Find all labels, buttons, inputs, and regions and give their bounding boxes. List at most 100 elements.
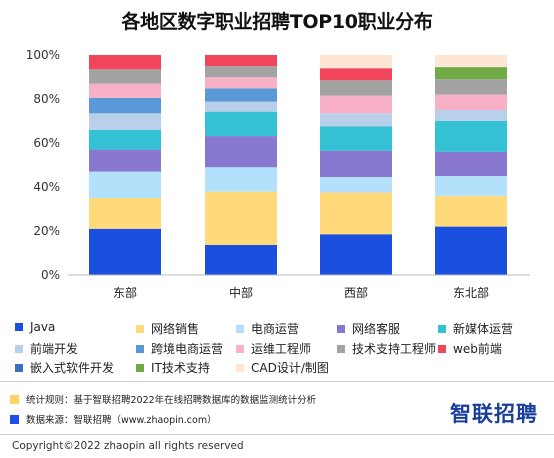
x-tick-label: 中部	[229, 285, 253, 300]
data-source-text: 数据来源：智联招聘（www.zhaopin.com）	[26, 415, 217, 426]
legend-item: 跨境电商运营	[136, 340, 223, 357]
legend-swatch	[337, 324, 345, 333]
legend-item: 新媒体运营	[438, 320, 513, 337]
legend-item: 运维工程师	[236, 340, 311, 357]
legend-item: CAD设计/制图	[236, 359, 329, 376]
chart-title: 各地区数字职业招聘TOP10职业分布	[121, 11, 433, 33]
legend-label: web前端	[453, 342, 502, 356]
data-source-note: 数据来源：智联招聘（www.zhaopin.com）	[10, 412, 316, 426]
legend-swatch	[438, 324, 446, 333]
brand-logo: 智联招聘	[450, 402, 538, 426]
copyright-text: Copyright©2022 zhaopin all rights reserv…	[12, 440, 244, 452]
y-tick-label: 20%	[33, 224, 60, 238]
bar-segment	[205, 167, 277, 192]
x-tick-label: 东北部	[453, 285, 489, 300]
bar-segment	[435, 79, 507, 95]
legend-swatch	[236, 363, 244, 372]
legend-item: Java	[15, 320, 55, 334]
bar-segment	[89, 228, 161, 275]
data-source-swatch	[10, 414, 19, 424]
bar-segment	[89, 83, 161, 98]
legend-label: 电商运营	[251, 322, 300, 336]
bar-segment	[435, 226, 507, 275]
legend-item: 电商运营	[236, 320, 299, 337]
bar-segment	[435, 110, 507, 121]
legend-swatch	[15, 323, 23, 331]
bar-segment	[435, 195, 507, 227]
legend-swatch	[136, 363, 144, 372]
bar-segment	[89, 198, 161, 229]
bar-segment	[89, 149, 161, 172]
bar-segment	[205, 101, 277, 112]
bar-segment	[435, 94, 507, 110]
legend-label: IT技术支持	[151, 361, 210, 375]
bar-segment	[89, 69, 161, 84]
bar-segment	[320, 80, 392, 96]
bar-segment	[205, 88, 277, 102]
legend-item: 网络销售	[136, 320, 199, 337]
bar-segment	[320, 95, 392, 114]
legend-item: 嵌入式软件开发	[15, 359, 114, 376]
legend-label: 嵌入式软件开发	[30, 361, 115, 375]
bar-segment	[89, 113, 161, 130]
footer-divider	[0, 434, 554, 435]
bar-segment	[205, 136, 277, 168]
bar-segment	[320, 126, 392, 151]
bar-segment	[89, 55, 161, 70]
bar-segment	[320, 113, 392, 127]
legend-label: 技术支持工程师	[352, 342, 437, 356]
y-tick-label: 100%	[26, 48, 60, 62]
bar-segment	[205, 55, 277, 67]
bar-segment	[320, 68, 392, 81]
bar-segment	[320, 150, 392, 178]
bar-segment	[205, 111, 277, 137]
bar-segment	[320, 192, 392, 235]
y-tick-label: 80%	[33, 92, 60, 106]
legend-label: 运维工程师	[251, 342, 312, 356]
bar-segment	[435, 55, 507, 68]
legend-swatch	[337, 344, 345, 353]
bar-segment	[435, 121, 507, 152]
bar-segment	[435, 151, 507, 176]
y-tick-label: 40%	[33, 180, 60, 194]
legend-swatch	[136, 324, 144, 333]
legend-label: Java	[30, 320, 56, 334]
stat-rule-note: 统计规则：基于智联招聘2022年在线招聘数据库的数据监测统计分析	[10, 392, 316, 406]
legend-swatch	[438, 344, 446, 353]
y-tick-label: 0%	[41, 268, 60, 282]
legend-label: 前端开发	[30, 342, 79, 356]
bar-segment	[320, 55, 392, 69]
bar-segment	[435, 67, 507, 80]
legend-label: 网络销售	[151, 322, 200, 336]
bar-segment	[205, 191, 277, 245]
bar-segment	[89, 171, 161, 198]
legend-label: 新媒体运营	[453, 322, 514, 336]
bar-segment	[89, 129, 161, 150]
legend: Java 网络销售 电商运营 网络客服 新媒体运营前端开发 跨境电商运营 运维工程师 技术支持…	[0, 318, 554, 378]
legend-label: 网络客服	[352, 322, 401, 336]
stat-rule-text: 统计规则：基于智联招聘2022年在线招聘数据库的数据监测统计分析	[26, 395, 317, 406]
bar-segment	[320, 234, 392, 275]
bar-segment	[205, 77, 277, 89]
bar-segment	[205, 66, 277, 78]
x-tick-label: 东部	[113, 285, 137, 300]
x-tick-label: 西部	[344, 285, 368, 300]
legend-item: IT技术支持	[136, 359, 210, 376]
legend-item: web前端	[438, 340, 502, 357]
legend-item: 网络客服	[337, 320, 400, 337]
legend-swatch	[136, 344, 144, 353]
legend-swatch	[236, 324, 244, 333]
bar-segment	[205, 245, 277, 275]
divider	[0, 381, 554, 382]
bar-segment	[89, 97, 161, 114]
bar-segment	[320, 177, 392, 193]
y-tick-label: 60%	[33, 136, 60, 150]
legend-label: 跨境电商运营	[151, 342, 224, 356]
legend-label: CAD设计/制图	[251, 361, 329, 375]
notes: 统计规则：基于智联招聘2022年在线招聘数据库的数据监测统计分析 数据来源：智联…	[10, 392, 316, 432]
legend-swatch	[15, 344, 23, 353]
legend-item: 技术支持工程师	[337, 340, 436, 357]
legend-swatch	[15, 363, 23, 372]
legend-swatch	[236, 344, 244, 353]
stat-rule-swatch	[10, 394, 19, 404]
